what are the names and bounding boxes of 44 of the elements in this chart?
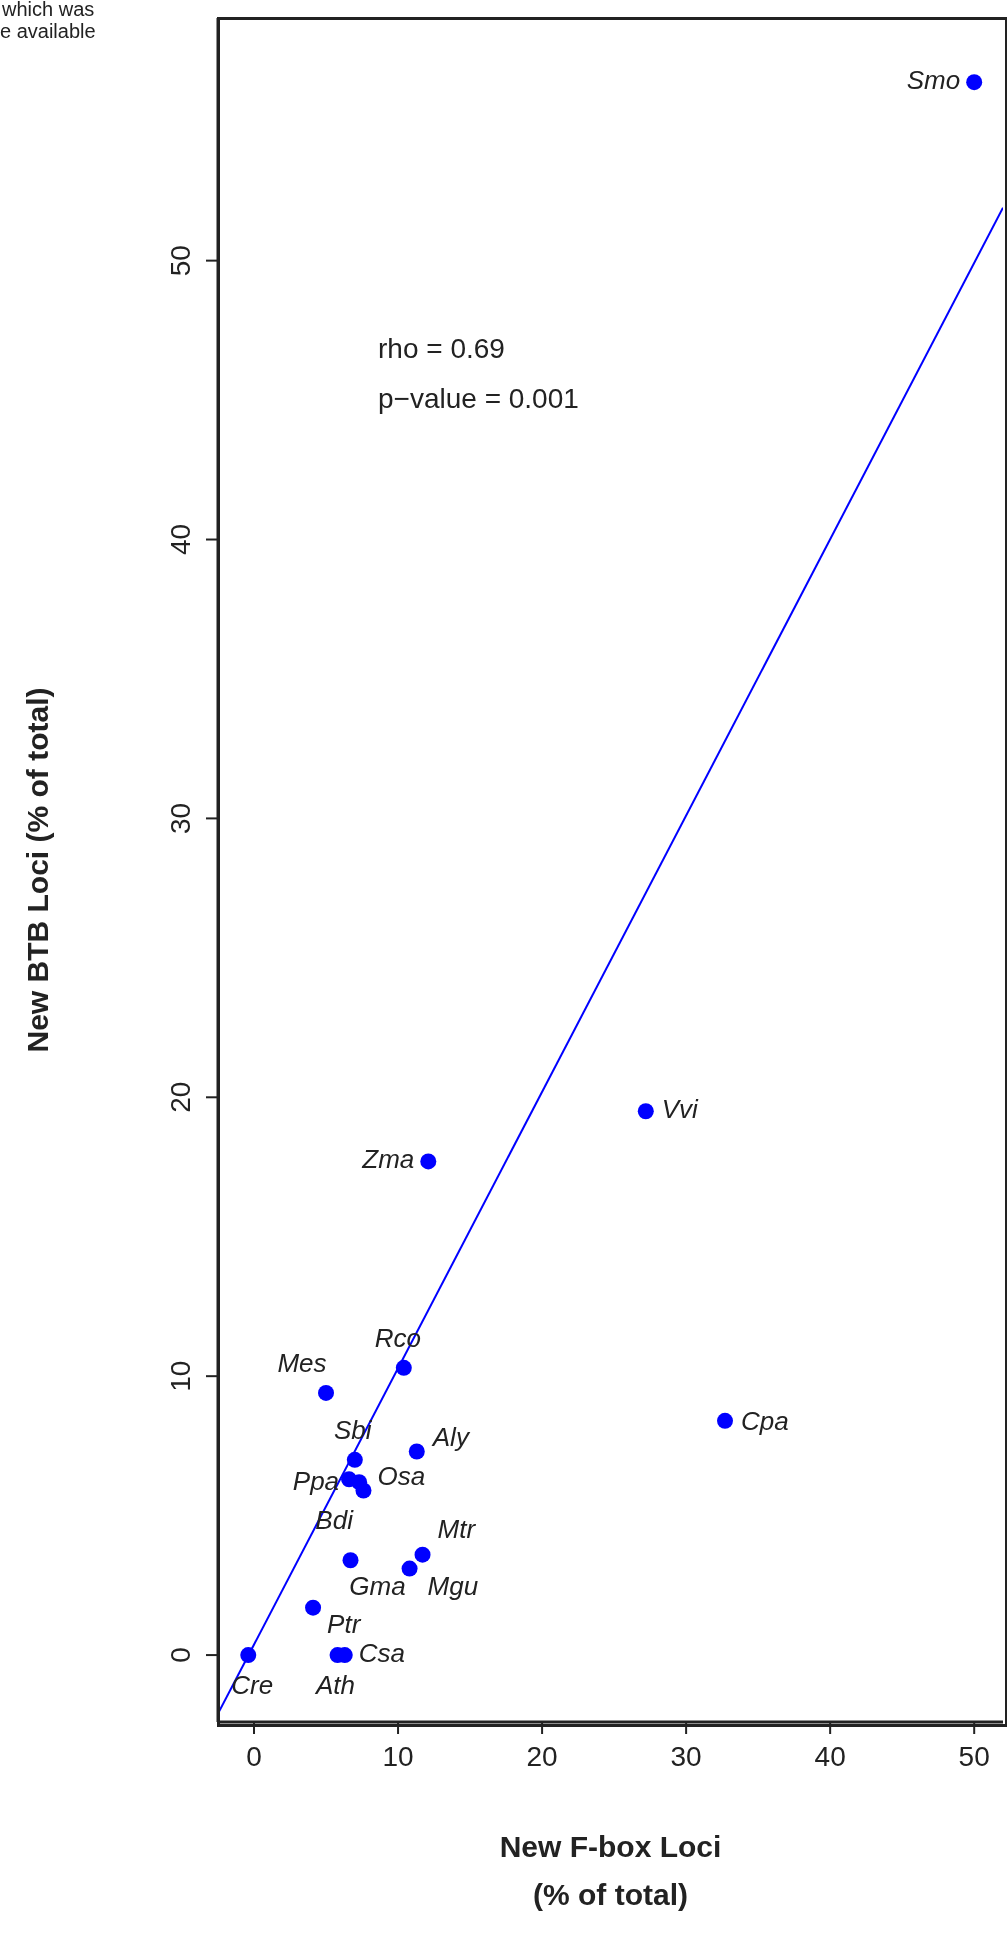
y-tick-label: 40: [165, 523, 196, 556]
annotation: Mgu: [427, 1571, 479, 1602]
text: which was: [2, 0, 95, 21]
annotation: Ath: [314, 1669, 356, 1700]
annotation: Smo: [906, 65, 961, 96]
text: e available: [0, 20, 96, 43]
annotation: Ppa: [292, 1466, 340, 1497]
annotation: p−value = 0.001: [378, 383, 579, 415]
annotation: Mtr: [437, 1513, 477, 1544]
y-tick-label: 0: [165, 1647, 196, 1663]
x-tick-label: 0: [246, 1741, 262, 1772]
point: [966, 74, 983, 91]
x-tick-label: 30: [670, 1741, 702, 1772]
annotation: rho = 0.69: [378, 333, 505, 365]
annotation: Cre: [231, 1669, 274, 1700]
point: [408, 1443, 425, 1460]
annotation: Osa: [377, 1461, 426, 1492]
point: [342, 1552, 359, 1569]
y-tick-label: 20: [165, 1081, 196, 1113]
y-tick-label: 30: [165, 802, 196, 834]
annotation: Cpa: [741, 1405, 789, 1436]
annotation: Mes: [277, 1347, 327, 1378]
x-tick-label: 20: [526, 1741, 558, 1772]
x-axis-title: New F-box Loci (% of total): [499, 1830, 722, 1911]
point: [717, 1412, 734, 1429]
annotation: Gma: [349, 1571, 406, 1602]
point: [401, 1560, 418, 1577]
point: [414, 1546, 431, 1563]
y-tick-label: 50: [165, 245, 196, 277]
x-tick-label: 40: [814, 1741, 846, 1772]
annotation: Vvi: [661, 1094, 700, 1125]
point: [420, 1153, 437, 1170]
y-tick-label: 10: [165, 1360, 196, 1392]
annotation: Aly: [430, 1422, 471, 1453]
annotation: Csa: [358, 1637, 405, 1668]
point: [355, 1482, 372, 1499]
y-axis-title: New BTB Loci (% of total): [21, 687, 54, 1053]
annotation: Ptr: [327, 1608, 362, 1639]
point: [637, 1103, 654, 1120]
point: [318, 1384, 335, 1401]
x-tick-label: 10: [382, 1741, 414, 1772]
x-tick-label: 50: [958, 1741, 990, 1772]
point: [305, 1599, 322, 1616]
annotation: Zma: [361, 1144, 415, 1175]
